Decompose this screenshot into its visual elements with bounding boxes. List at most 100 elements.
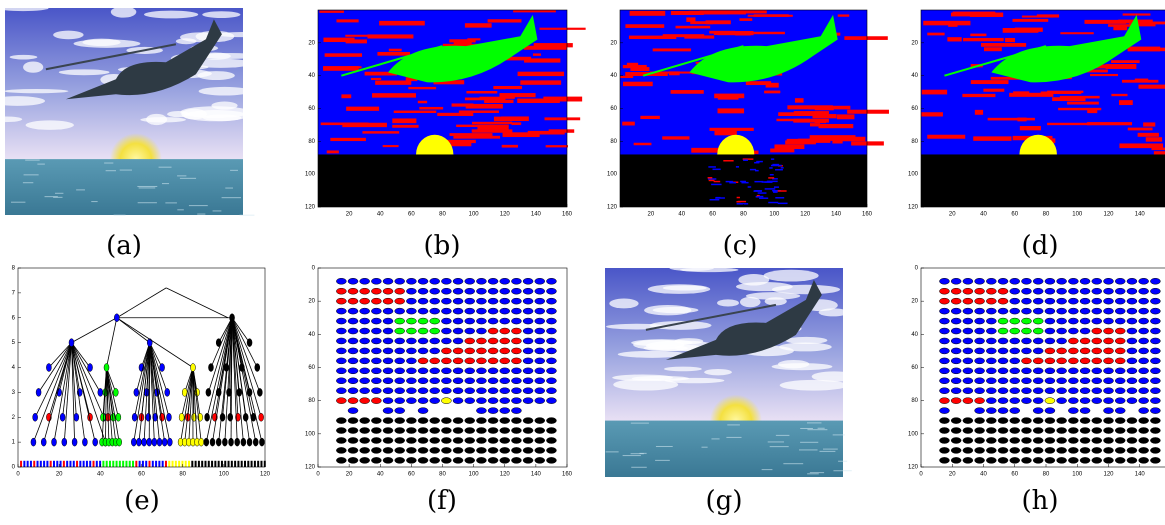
pixel-cluster bbox=[418, 388, 428, 394]
x-tick-label: 160 bbox=[862, 212, 873, 218]
pixel-cluster bbox=[360, 418, 370, 424]
pixel-cluster bbox=[1127, 288, 1137, 294]
pixel-cluster bbox=[951, 388, 961, 394]
pixel-cluster bbox=[535, 308, 545, 314]
pixel-cluster bbox=[546, 318, 556, 324]
y-tick-label: 20 bbox=[308, 299, 315, 305]
pixel-cluster bbox=[951, 378, 961, 384]
pixel-cluster bbox=[476, 338, 486, 344]
tree-node bbox=[82, 438, 87, 446]
pixel-cluster bbox=[406, 288, 416, 294]
cloud-region bbox=[921, 112, 943, 116]
pixel-cluster bbox=[975, 388, 985, 394]
x-tick-label: 60 bbox=[1011, 212, 1018, 218]
pixel-cluster bbox=[1115, 408, 1125, 414]
x-tick-label: 80 bbox=[1043, 212, 1050, 218]
pixel-cluster bbox=[1127, 398, 1137, 404]
pixel-cluster bbox=[383, 358, 393, 364]
pixel-cluster bbox=[986, 358, 996, 364]
noise bbox=[743, 159, 748, 161]
pixel-cluster bbox=[1010, 318, 1020, 324]
cloud-region bbox=[922, 90, 947, 95]
pixel-cluster bbox=[1033, 418, 1043, 424]
wave bbox=[807, 473, 819, 474]
pixel-cluster bbox=[1021, 368, 1031, 374]
y-tick-label: 80 bbox=[610, 139, 617, 145]
pixel-cluster bbox=[1010, 378, 1020, 384]
y-tick-label: 8 bbox=[12, 266, 16, 272]
pixel-cluster bbox=[975, 378, 985, 384]
pixel-cluster bbox=[1021, 308, 1031, 314]
x-tick-label: 40 bbox=[980, 472, 987, 478]
pixel-cluster bbox=[441, 298, 451, 304]
leaf bbox=[191, 461, 193, 467]
wave bbox=[800, 428, 813, 429]
pixel-cluster bbox=[546, 457, 556, 463]
pixel-cluster bbox=[430, 378, 440, 384]
noise bbox=[754, 190, 762, 192]
pixel-cluster bbox=[1092, 398, 1102, 404]
tree-node bbox=[142, 438, 147, 446]
pixel-cluster bbox=[395, 348, 405, 354]
pixel-cluster bbox=[986, 308, 996, 314]
leaf bbox=[251, 461, 253, 467]
cloud bbox=[0, 5, 49, 11]
cloud-region bbox=[346, 39, 367, 43]
sea-region bbox=[318, 154, 567, 207]
x-tick-label: 40 bbox=[980, 212, 987, 218]
tree-node bbox=[69, 339, 74, 347]
pixel-cluster bbox=[453, 358, 463, 364]
pixel-cluster bbox=[465, 398, 475, 404]
cloud-region bbox=[1090, 74, 1118, 76]
pixel-cluster bbox=[1127, 378, 1137, 384]
pixel-cluster bbox=[975, 278, 985, 284]
pixel-cluster bbox=[418, 338, 428, 344]
pixel-cluster bbox=[546, 418, 556, 424]
cloud-region bbox=[1108, 24, 1131, 27]
x-tick-label: 100 bbox=[1072, 472, 1083, 478]
tree-node bbox=[100, 413, 105, 421]
wave bbox=[623, 455, 641, 456]
pixel-cluster bbox=[1150, 437, 1160, 443]
noise bbox=[775, 169, 783, 171]
pixel-cluster bbox=[1068, 398, 1078, 404]
pixel-cluster bbox=[336, 418, 346, 424]
leaf bbox=[247, 461, 249, 467]
pixel-cluster bbox=[975, 368, 985, 374]
wave bbox=[138, 202, 157, 203]
pixel-cluster bbox=[1127, 318, 1137, 324]
pixel-cluster bbox=[1127, 328, 1137, 334]
pixel-cluster bbox=[951, 308, 961, 314]
cloud-region bbox=[327, 150, 339, 153]
pixel-cluster bbox=[406, 437, 416, 443]
cloud-region bbox=[662, 136, 689, 139]
pixel-cluster bbox=[453, 378, 463, 384]
x-tick-label: 140 bbox=[831, 212, 842, 218]
pixel-cluster bbox=[465, 308, 475, 314]
pixel-cluster bbox=[406, 428, 416, 434]
pixel-cluster bbox=[476, 457, 486, 463]
cloud bbox=[764, 270, 819, 282]
wave bbox=[240, 215, 255, 216]
cloud bbox=[665, 378, 725, 383]
cloud-region bbox=[1087, 109, 1097, 113]
cloud-region bbox=[1151, 148, 1165, 151]
pixel-cluster bbox=[1021, 318, 1031, 324]
cloud-region bbox=[739, 18, 752, 21]
pixel-cluster bbox=[951, 338, 961, 344]
y-tick-label: 120 bbox=[305, 205, 316, 211]
pixel-cluster bbox=[406, 398, 416, 404]
wave bbox=[120, 170, 132, 171]
pixel-cluster bbox=[418, 328, 428, 334]
cloud-region bbox=[785, 140, 816, 144]
y-tick-label: 80 bbox=[308, 398, 315, 404]
pixel-cluster bbox=[488, 368, 498, 374]
pixel-cluster bbox=[348, 358, 358, 364]
pixel-cluster bbox=[488, 358, 498, 364]
tree-node bbox=[165, 388, 170, 396]
cloud bbox=[82, 39, 120, 46]
tree-node bbox=[247, 339, 252, 347]
pixel-cluster bbox=[1010, 358, 1020, 364]
pixel-cluster bbox=[500, 338, 510, 344]
pixel-cluster bbox=[975, 298, 985, 304]
